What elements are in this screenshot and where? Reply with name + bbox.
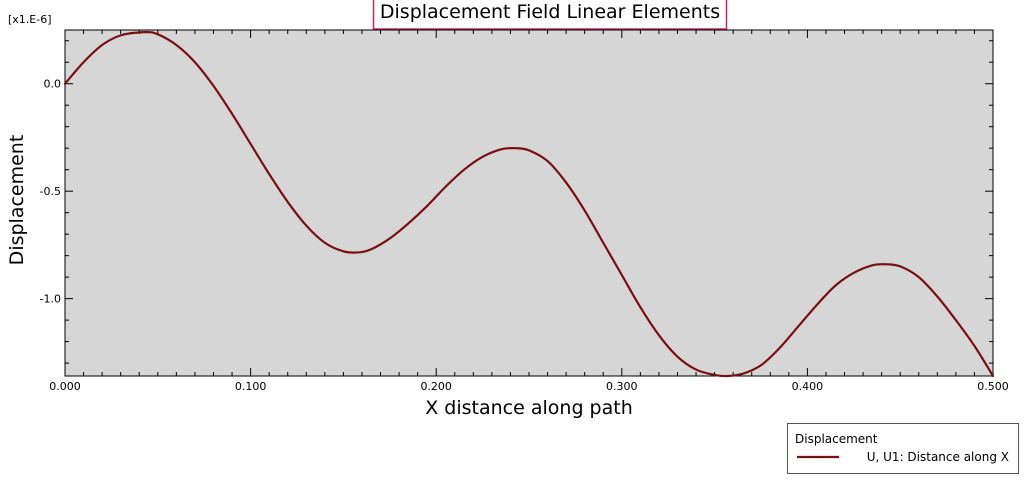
x-tick-label: 0.300 [606,380,638,393]
legend: Displacement U, U1: Distance along X [787,423,1019,474]
legend-title: Displacement [795,432,878,446]
y-multiplier-label: [x1.E-6] [8,13,52,26]
tick-label-layer: 0.000 0.100 0.200 0.300 0.400 0.500 0.0 -0.5 -1.… [40,78,1009,393]
x-tick-label: 0.200 [420,380,452,393]
chart-title-frame [372,0,728,30]
y-tick-label: 0.0 [44,78,62,91]
x-tick-label: 0.000 [49,380,81,393]
x-axis-label: X distance along path [425,397,633,419]
series-line [63,31,995,378]
chart-title: Displacement Field Linear Elements [380,1,720,23]
legend-frame [787,423,1019,474]
plot-area [64,29,994,377]
chart-title-box: Displacement Field Linear Elements [372,0,728,30]
x-tick-label: 0.400 [792,380,824,393]
y-tick-label: -1.0 [40,293,61,306]
x-tick-label: 0.100 [235,380,267,393]
y-axis-label: Displacement [6,135,28,266]
y-tick-label: -0.5 [40,185,61,198]
x-tick-label: 0.500 [977,380,1009,393]
legend-entry: U, U1: Distance along X [867,450,1009,464]
